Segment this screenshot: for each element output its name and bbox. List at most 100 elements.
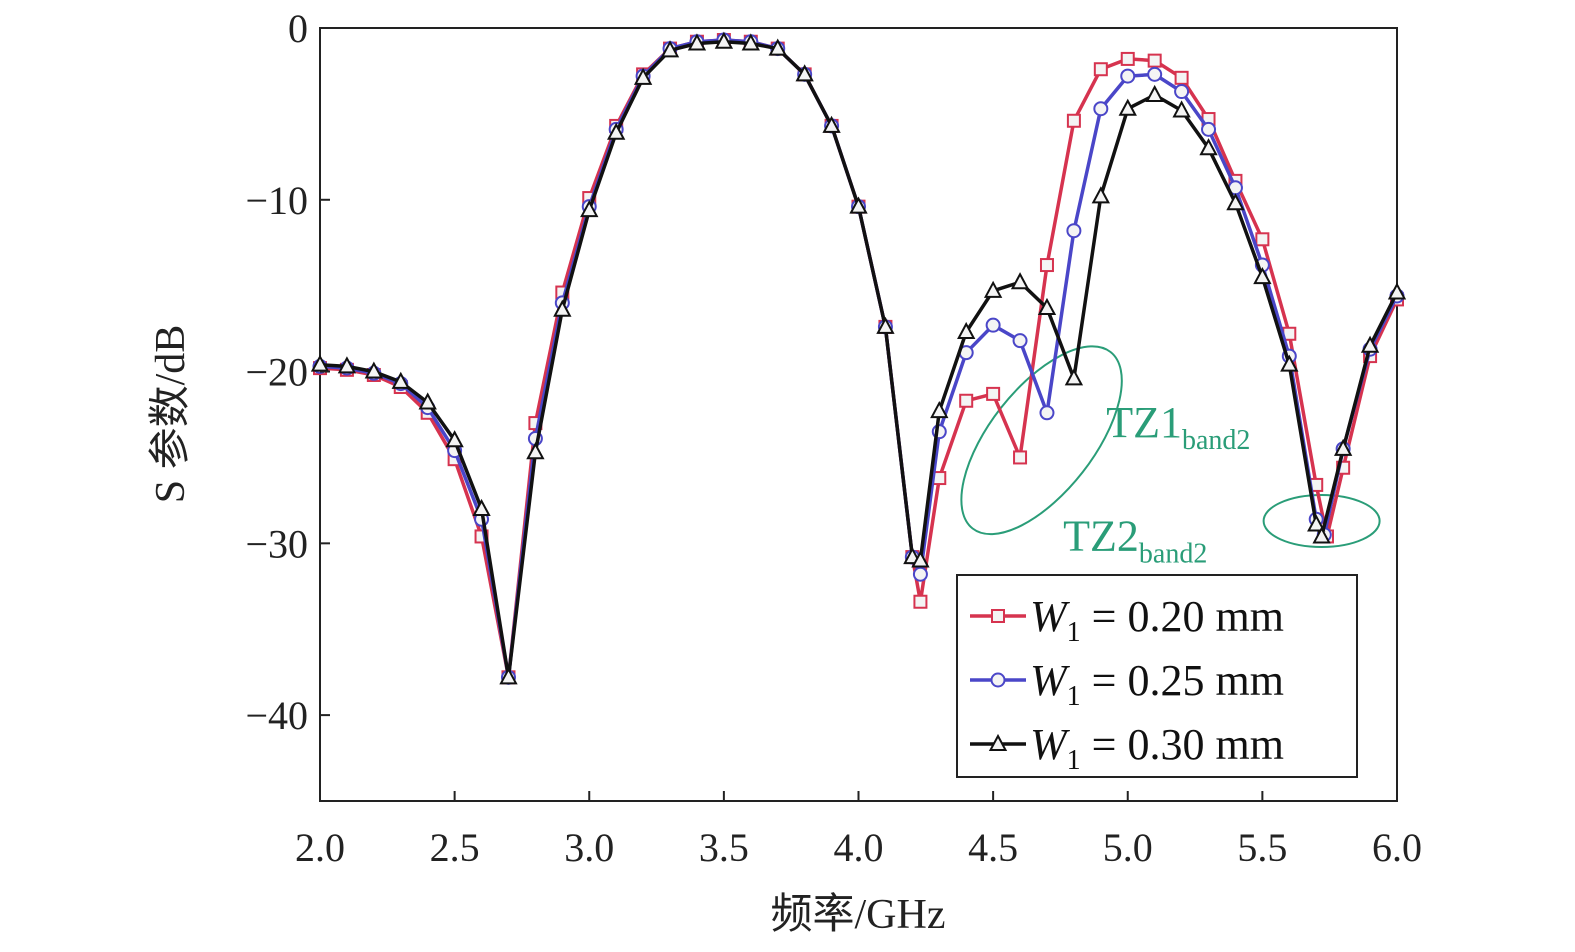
data-point	[1039, 405, 1055, 421]
data-point	[1253, 266, 1272, 285]
x-tick-label: 3.5	[699, 825, 749, 870]
data-point	[795, 64, 814, 82]
legend-rest: = 0.25 mm	[1081, 656, 1284, 705]
legend-sub: 1	[1067, 617, 1081, 648]
data-point	[364, 361, 384, 379]
data-point	[580, 199, 599, 218]
data-point	[1360, 335, 1380, 353]
x-tick-label: 5.0	[1103, 825, 1153, 870]
y-axis-label: S 参数/dB	[147, 325, 194, 504]
data-point	[391, 371, 410, 389]
data-point	[714, 31, 734, 49]
annotation-sub: band2	[1182, 425, 1250, 456]
data-point	[1010, 272, 1030, 290]
data-point	[1312, 526, 1331, 544]
data-point	[1199, 138, 1218, 156]
x-tick-label: 5.5	[1237, 825, 1287, 870]
data-point	[990, 672, 1006, 688]
data-point	[741, 33, 760, 51]
data-point	[418, 392, 437, 410]
legend-label: W1 = 0.25 mm	[1030, 656, 1284, 712]
data-point	[1064, 368, 1084, 386]
data-point	[660, 40, 680, 58]
data-point	[957, 321, 976, 340]
annotation-tz1: TZ1band2	[1106, 398, 1250, 456]
y-tick-label: −30	[245, 521, 308, 566]
data-point	[876, 316, 895, 334]
data-point	[1147, 66, 1163, 82]
data-point	[1118, 98, 1137, 116]
data-point	[959, 393, 974, 408]
data-point	[1066, 113, 1081, 128]
series-2	[310, 31, 1407, 685]
y-tick-label: −10	[245, 178, 308, 223]
data-point	[988, 733, 1008, 751]
data-point	[822, 115, 841, 133]
tz2-ellipse	[1262, 494, 1381, 549]
y-tick-label: −40	[245, 693, 308, 738]
legend-rest: = 0.30 mm	[1081, 720, 1284, 769]
data-point	[1172, 100, 1191, 118]
data-point	[1093, 62, 1108, 77]
data-point	[913, 594, 928, 609]
legend-var: W	[1030, 720, 1070, 769]
legend-sub: 1	[1067, 745, 1081, 776]
data-point	[986, 386, 1001, 401]
legend-sub: 1	[1067, 681, 1081, 712]
data-point	[1387, 282, 1407, 300]
data-point	[1091, 186, 1110, 204]
data-point	[1255, 232, 1270, 247]
data-point	[911, 550, 930, 568]
x-tick-label: 3.0	[564, 825, 614, 870]
data-point	[553, 299, 572, 317]
data-point	[983, 280, 1003, 298]
x-tick-label: 4.0	[834, 825, 884, 870]
annotation-main: TZ2	[1063, 511, 1139, 560]
data-point	[768, 38, 787, 56]
data-point	[1174, 84, 1190, 100]
data-point	[1174, 70, 1189, 85]
data-point	[1012, 333, 1028, 349]
data-point	[1333, 438, 1353, 456]
x-tick-label: 2.0	[295, 825, 345, 870]
annotation-sub: band2	[1139, 538, 1207, 569]
data-point	[1226, 193, 1245, 211]
data-point	[849, 196, 868, 214]
annotation-tz2: TZ2band2	[1063, 511, 1207, 569]
data-point	[1093, 101, 1109, 117]
legend-label: W1 = 0.20 mm	[1030, 592, 1284, 648]
data-point	[1037, 297, 1057, 315]
data-point	[1013, 450, 1028, 465]
y-tick-label: 0	[288, 6, 308, 51]
data-point	[1120, 68, 1136, 84]
data-point	[1201, 121, 1217, 137]
data-point	[1066, 223, 1082, 239]
legend-var: W	[1030, 656, 1070, 705]
data-point	[912, 566, 928, 582]
y-tick-label: −20	[245, 350, 308, 395]
data-point	[607, 122, 626, 140]
data-point	[1307, 514, 1326, 532]
data-point	[499, 667, 518, 685]
legend-var: W	[1030, 592, 1070, 641]
legend-item: W1 = 0.25 mm	[970, 656, 1284, 712]
legend-label: W1 = 0.30 mm	[1030, 720, 1284, 776]
data-point	[472, 498, 491, 516]
y-axis: 0 −10 −20 −30 −40	[245, 6, 330, 738]
legend-item: W1 = 0.30 mm	[970, 720, 1284, 776]
data-point	[445, 430, 464, 448]
series-layer	[310, 31, 1407, 685]
data-point	[687, 33, 707, 51]
data-point	[1039, 258, 1054, 273]
data-point	[1147, 53, 1162, 68]
data-point	[1280, 354, 1299, 372]
x-tick-label: 2.5	[430, 825, 480, 870]
data-point	[1145, 84, 1164, 102]
data-point	[1120, 51, 1135, 66]
legend-rest: = 0.20 mm	[1081, 592, 1284, 641]
x-tick-label: 4.5	[968, 825, 1018, 870]
data-point	[633, 67, 653, 85]
legend-item: W1 = 0.20 mm	[970, 592, 1284, 648]
